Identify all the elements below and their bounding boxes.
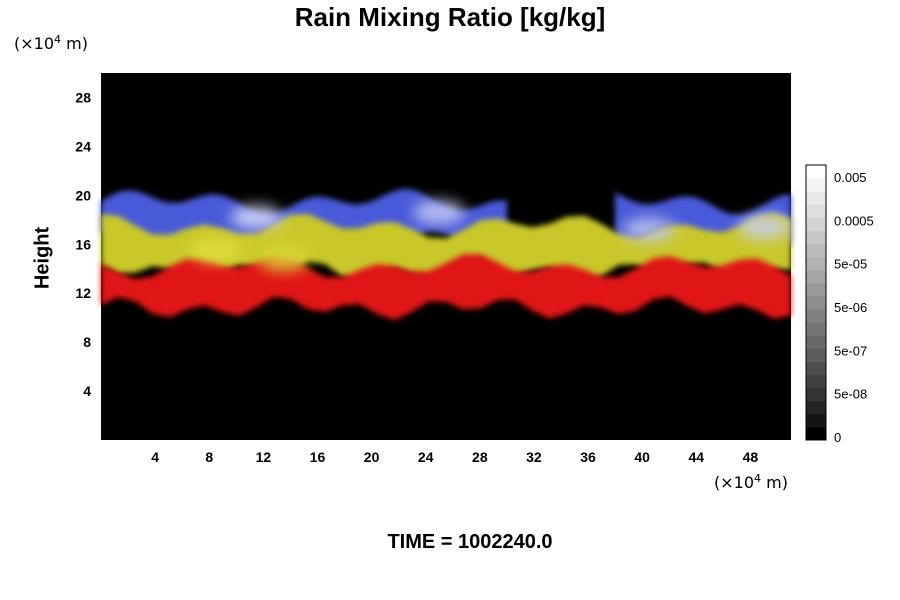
- y-axis-unit: (×104 m): [14, 33, 88, 53]
- y-tick-label: 12: [75, 285, 91, 301]
- colorbar-level: [806, 400, 826, 415]
- time-label: TIME = 1002240.0: [387, 531, 553, 553]
- highlight-patch: [737, 215, 790, 240]
- y-tick-label: 16: [75, 236, 91, 252]
- colorbar-level: [806, 165, 826, 179]
- y-axis-ticks: 4 8 12 16 20 24 28: [75, 89, 91, 399]
- x-tick-label: 24: [418, 449, 434, 465]
- colorbar-level: [806, 374, 826, 389]
- x-tick-label: 32: [526, 449, 542, 465]
- x-tick-label: 40: [634, 449, 650, 465]
- colorbar-level: [806, 413, 826, 428]
- data-highlights: [190, 200, 790, 271]
- x-tick-label: 48: [743, 449, 759, 465]
- data-band: [101, 254, 791, 320]
- colorbar-level: [806, 348, 826, 362]
- colorbar-tick-label: 0.005: [834, 170, 867, 185]
- colorbar-level: [806, 309, 826, 323]
- colorbar-tick-label: 5e-06: [834, 300, 867, 315]
- x-tick-label: 44: [689, 449, 705, 465]
- x-tick-label: 4: [151, 449, 159, 465]
- colorbar-level: [806, 426, 826, 441]
- colorbar-level: [806, 361, 826, 376]
- colorbar-level: [806, 295, 826, 310]
- x-tick-label: 20: [364, 449, 380, 465]
- colorbar-level: [806, 322, 826, 336]
- colorbar-level: [806, 204, 826, 218]
- highlight-patch: [190, 238, 242, 263]
- y-tick-label: 28: [75, 89, 91, 105]
- colorbar-tick-label: 5e-07: [834, 343, 867, 358]
- colorbar-level: [806, 243, 826, 258]
- colorbar-frame: [805, 164, 827, 441]
- colorbar-level: [806, 387, 826, 402]
- colorbar-level: [806, 335, 826, 349]
- highlight-patch: [257, 246, 310, 271]
- colorbar-tick-label: 5e-05: [834, 257, 867, 272]
- highlight-patch: [622, 217, 675, 242]
- x-axis-unit: (×104 m): [714, 472, 788, 492]
- y-tick-label: 20: [75, 187, 91, 203]
- x-tick-label: 28: [472, 449, 488, 465]
- colorbar-level: [806, 269, 826, 284]
- x-tick-label: 36: [580, 449, 596, 465]
- x-tick-label: 8: [205, 449, 213, 465]
- highlight-patch: [413, 200, 466, 225]
- colorbar-level: [806, 256, 826, 271]
- colorbar-level: [806, 282, 826, 297]
- y-tick-label: 4: [83, 383, 91, 399]
- chart-title: Rain Mixing Ratio [kg/kg]: [294, 2, 606, 32]
- x-axis-ticks: 4 8 12 16 20 24 28 32 36 40 44 48: [151, 449, 758, 465]
- colorbar-level: [806, 230, 826, 245]
- x-tick-label: 12: [256, 449, 272, 465]
- colorbar-level: [806, 217, 826, 231]
- colorbar-tick-label: 0.0005: [834, 213, 874, 228]
- y-tick-label: 24: [75, 138, 91, 154]
- colorbar: 0 5e-08 5e-07 5e-06 5e-05 0.0005 0.005: [805, 164, 874, 445]
- highlight-patch: [230, 205, 283, 230]
- x-tick-label: 16: [310, 449, 326, 465]
- colorbar-tick-label: 5e-08: [834, 387, 867, 402]
- colorbar-tick-label: 0: [834, 430, 841, 445]
- colorbar-level: [806, 178, 826, 192]
- y-tick-label: 8: [83, 334, 91, 350]
- colorbar-level: [806, 191, 826, 205]
